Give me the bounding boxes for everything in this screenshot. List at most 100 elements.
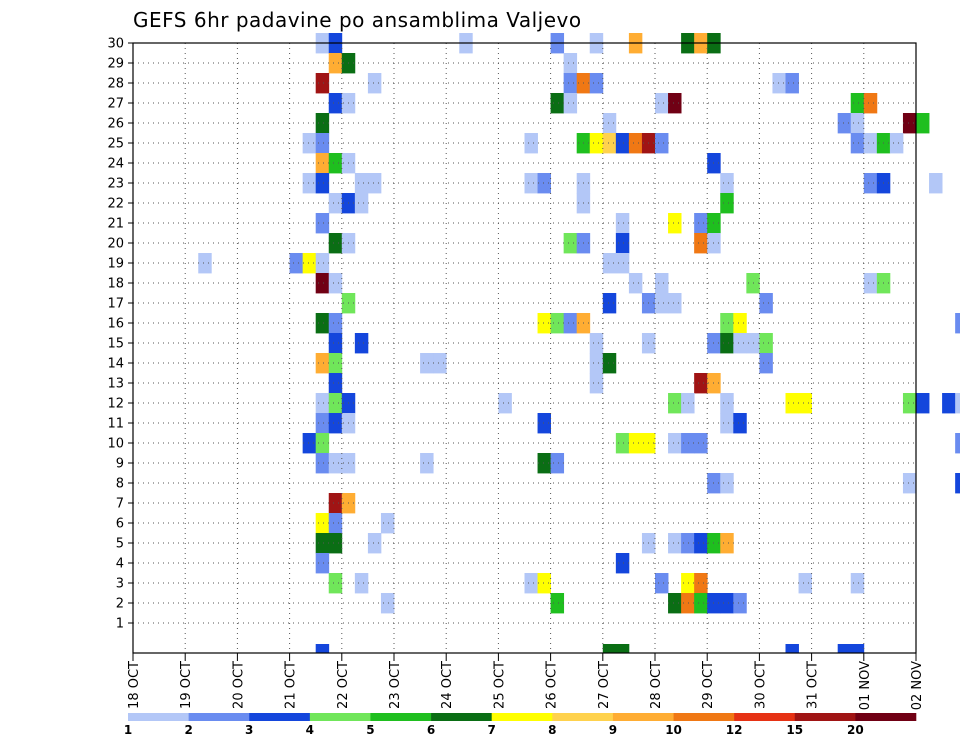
x-tick-label: 21 OCT (284, 661, 299, 709)
heatmap-cell (902, 473, 917, 494)
heatmap-cell (328, 53, 343, 74)
x-tick-label: 01 NOV (858, 661, 873, 710)
heatmap-cell (733, 413, 747, 434)
heatmap-cell (524, 133, 538, 154)
heatmap-cell (720, 413, 734, 434)
heatmap-cell (367, 533, 382, 554)
heatmap-cell (563, 73, 578, 94)
colorbar-swatch (188, 713, 250, 721)
x-tick-label: 19 OCT (179, 661, 194, 709)
y-tick-label: 4 (116, 557, 124, 572)
heatmap-cell (315, 533, 330, 554)
heatmap-cell (198, 253, 212, 274)
heatmap-cell (902, 393, 917, 414)
heatmap-cell (628, 133, 643, 154)
colorbar-swatch (128, 713, 189, 721)
heatmap-cell (550, 453, 565, 474)
heatmap-cell (589, 133, 604, 154)
y-tick-label: 3 (116, 577, 124, 592)
heatmap-cell (628, 433, 643, 454)
plot-frame (132, 42, 917, 654)
heatmap-cell (694, 373, 708, 394)
y-tick-label: 9 (116, 457, 124, 472)
heatmap-cell (720, 313, 734, 334)
heatmap-cell (837, 113, 852, 134)
heatmap-cell (537, 313, 551, 334)
heatmap-cell (668, 213, 682, 234)
y-tick-label: 14 (107, 357, 124, 372)
heatmap-cell (694, 533, 708, 554)
heatmap-cell (315, 453, 330, 474)
y-tick-label: 12 (107, 397, 124, 412)
heatmap-cell (380, 593, 395, 614)
heatmap-cell (380, 513, 395, 534)
y-tick-label: 27 (107, 97, 124, 112)
heatmap-cell (615, 644, 630, 653)
x-tick-label: 20 OCT (231, 661, 246, 709)
heatmap-cell (655, 93, 669, 114)
heatmap-cell (328, 193, 343, 214)
heatmap-cell (328, 353, 343, 374)
heatmap-cell (889, 133, 904, 154)
heatmap-cell (720, 193, 734, 214)
heatmap-cell (420, 453, 434, 474)
heatmap-cell (328, 513, 343, 534)
heatmap-cell (720, 593, 734, 614)
heatmap-cell (563, 313, 578, 334)
heatmap-cell (863, 273, 878, 294)
heatmap-cell (328, 233, 343, 254)
heatmap-cell (681, 593, 695, 614)
y-tick-label: 30 (107, 37, 124, 52)
y-tick-label: 21 (107, 217, 124, 232)
heatmap-cell (759, 293, 773, 314)
heatmap-cell (694, 233, 708, 254)
heatmap-cell (315, 253, 330, 274)
heatmap-cell (668, 293, 682, 314)
heatmap-cell (655, 133, 669, 154)
heatmap-cell (354, 173, 369, 194)
heatmap-cell (550, 93, 565, 114)
heatmap-cell (759, 353, 773, 374)
heatmap-cell (720, 473, 734, 494)
heatmap-cell (367, 173, 382, 194)
colorbar-swatch (612, 713, 674, 721)
heatmap-cell (798, 573, 812, 594)
heatmap-cell (628, 273, 643, 294)
heatmap-cell (602, 253, 617, 274)
heatmap-cell (589, 353, 604, 374)
heatmap-cell (916, 113, 930, 134)
heatmap-cell (850, 644, 865, 653)
heatmap-cell (328, 153, 343, 174)
y-tick-label: 26 (107, 117, 124, 132)
heatmap-cell (772, 73, 786, 94)
heatmap-cell (328, 313, 343, 334)
heatmap-cell (733, 333, 747, 354)
grid-lines (132, 42, 917, 653)
y-tick-label: 7 (116, 497, 124, 512)
heatmap-cell (720, 333, 734, 354)
heatmap-cell (302, 433, 317, 454)
heatmap-cell (354, 193, 369, 214)
heatmap-cell (315, 173, 330, 194)
heatmap-cell (589, 73, 604, 94)
colorbar-label: 15 (786, 723, 803, 737)
x-tick-label: 31 OCT (806, 661, 821, 709)
heatmap-cell (681, 573, 695, 594)
colorbar-label: 20 (847, 723, 864, 737)
heatmap-cell (668, 433, 682, 454)
heatmap-cell (720, 173, 734, 194)
heatmap-cell (563, 53, 578, 74)
heatmap-cell (328, 413, 343, 434)
heatmap-cell (524, 173, 538, 194)
heatmap-cell (328, 93, 343, 114)
x-tick-label: 22 OCT (336, 661, 351, 709)
y-tick-label: 23 (107, 177, 124, 192)
y-tick-label: 5 (116, 537, 124, 552)
colorbar-label: 7 (488, 723, 496, 737)
heatmap-cell (315, 433, 330, 454)
heatmap-cell (798, 393, 812, 414)
heatmap-cell (733, 313, 747, 334)
heatmap-cell (863, 133, 878, 154)
heatmap-cell (315, 113, 330, 134)
